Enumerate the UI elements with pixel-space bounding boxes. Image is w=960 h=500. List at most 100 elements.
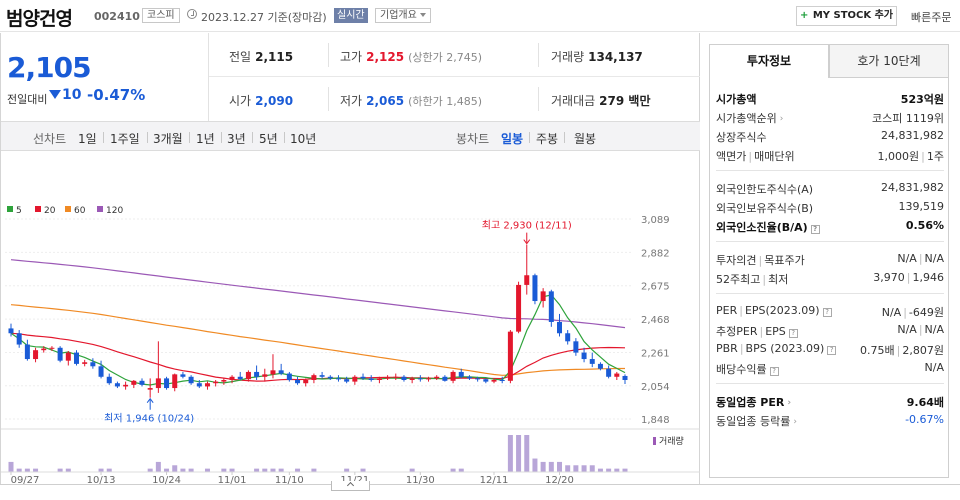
candle-body <box>65 352 71 361</box>
period-3y[interactable]: 3년 <box>227 132 246 146</box>
candle-body <box>49 347 55 349</box>
info-label: 외국인소진율(B/A)? <box>716 219 820 235</box>
x-tick-label: 12/20 <box>545 475 574 485</box>
info-value: 코스피 1119위 <box>872 112 944 125</box>
candle-chart-label: 봉차트 <box>456 132 490 146</box>
candle-body <box>491 379 497 382</box>
period-1w[interactable]: 1주일 <box>110 132 140 146</box>
legend-swatch <box>35 206 41 212</box>
tab-order-book[interactable]: 호가 10단계 <box>829 44 949 78</box>
volume-bar <box>172 465 178 472</box>
info-value-text: 2,807원 <box>902 344 944 357</box>
candle-weekly[interactable]: 주봉 <box>536 132 559 146</box>
candle-body <box>335 378 341 380</box>
help-icon[interactable]: ? <box>769 367 779 376</box>
volume-bar <box>295 468 301 472</box>
candle-body <box>180 374 186 377</box>
candle-body <box>295 379 301 384</box>
candle-body <box>262 374 268 377</box>
add-mystock-button[interactable]: + MY STOCK 추가 <box>796 6 897 26</box>
help-icon[interactable]: ? <box>827 346 837 355</box>
divider <box>189 132 190 143</box>
candle-daily[interactable]: 일봉 <box>501 132 524 146</box>
period-5y[interactable]: 5년 <box>259 132 278 146</box>
chart-frame <box>2 152 700 485</box>
info-value: 24,831,982 <box>881 129 944 142</box>
side-tabs: 투자정보 호가 10단계 <box>709 44 949 78</box>
min-annotation: 최저 1,946 (10/24) <box>104 413 194 425</box>
volume-bar <box>360 468 366 472</box>
info-value: 24,831,982 <box>881 181 944 194</box>
down-triangle-icon <box>49 90 61 99</box>
info-label-text: 액면가 <box>716 150 747 163</box>
tab-invest-info[interactable]: 투자정보 <box>709 44 829 78</box>
y-tick-label: 3,089 <box>641 215 670 226</box>
info-label-text: 동일업종 PER <box>716 396 785 409</box>
info-label: 동일업종 PER › <box>716 394 791 410</box>
clock-icon <box>187 9 197 19</box>
collapse-chart-button[interactable] <box>331 481 370 491</box>
candle-body <box>270 370 276 375</box>
x-tick-label: 10/24 <box>152 475 181 485</box>
info-value: N/A | N/A <box>897 323 944 336</box>
separator: | <box>918 252 923 265</box>
candle-body <box>188 376 194 384</box>
quote-value: 2,115 <box>255 50 294 64</box>
info-value-text: N/A <box>897 252 917 265</box>
quote-volume: 거래량 134,137 <box>551 48 643 65</box>
corp-overview-dropdown[interactable]: 기업개요 <box>375 8 431 23</box>
period-3m[interactable]: 3개월 <box>153 132 183 146</box>
volume-bar <box>24 468 30 472</box>
volume-bar <box>262 468 268 472</box>
divider <box>716 293 944 294</box>
divider <box>328 87 329 111</box>
candle-body <box>286 373 292 380</box>
info-value: N/A | N/A <box>897 252 944 265</box>
info-arrow-icon[interactable]: › <box>779 114 784 124</box>
info-row-shares: 상장주식수 24,831,982 <box>716 127 944 145</box>
info-row-mcap-rank: 시가총액순위 › 코스피 1119위 <box>716 108 944 126</box>
y-tick-label: 2,468 <box>641 315 670 326</box>
candle-body <box>540 291 546 302</box>
help-icon[interactable]: ? <box>810 225 820 234</box>
info-value: N/A | -649원 <box>882 304 944 320</box>
help-icon[interactable]: ? <box>788 329 798 338</box>
candle-body <box>368 378 374 380</box>
legend-label: 120 <box>106 206 123 216</box>
volume-bar <box>147 468 153 472</box>
x-tick-label: 11/30 <box>406 475 435 485</box>
info-value: N/A <box>924 361 944 374</box>
corp-overview-label: 기업개요 <box>380 10 417 21</box>
quote-open: 시가 2,090 <box>229 92 293 109</box>
realtime-button[interactable]: 실시간 <box>334 8 368 23</box>
fast-order-link[interactable]: 빠른주문 <box>911 11 952 24</box>
help-icon[interactable]: ? <box>822 308 832 317</box>
info-arrow-icon[interactable]: › <box>793 417 797 427</box>
candle-body <box>466 376 472 379</box>
period-1y[interactable]: 1년 <box>196 132 215 146</box>
volume-bar <box>548 461 554 472</box>
candle-body <box>393 376 399 378</box>
x-tick-label: 12/11 <box>480 475 509 485</box>
volume-bar <box>229 468 235 472</box>
info-label-text: 시가총액순위 <box>716 112 777 125</box>
volume-legend-swatch <box>653 437 656 445</box>
y-tick-label: 2,882 <box>641 248 670 259</box>
stock-name: 범양건영 <box>6 8 73 30</box>
info-label: 외국인보유주식수(B) <box>716 202 814 215</box>
quote-value: 2,065 <box>366 94 405 108</box>
candle-body <box>360 376 366 379</box>
period-10y[interactable]: 10년 <box>290 132 317 146</box>
info-row-foreign-hold: 외국인보유주식수(B) 139,519 <box>716 198 944 216</box>
candle-monthly[interactable]: 월봉 <box>574 132 597 146</box>
info-label-text: 최저 <box>768 273 789 286</box>
candle-body <box>16 333 22 345</box>
info-value-text: N/A <box>924 252 944 265</box>
info-row-mcap: 시가총액 523억원 <box>716 89 944 107</box>
candle-body <box>597 363 603 369</box>
candle-body <box>417 378 423 380</box>
separator: | <box>903 306 907 319</box>
info-arrow-icon[interactable]: › <box>787 398 792 408</box>
period-1d[interactable]: 1일 <box>78 132 97 146</box>
info-label-text: 동일업종 등락률 <box>716 415 791 428</box>
